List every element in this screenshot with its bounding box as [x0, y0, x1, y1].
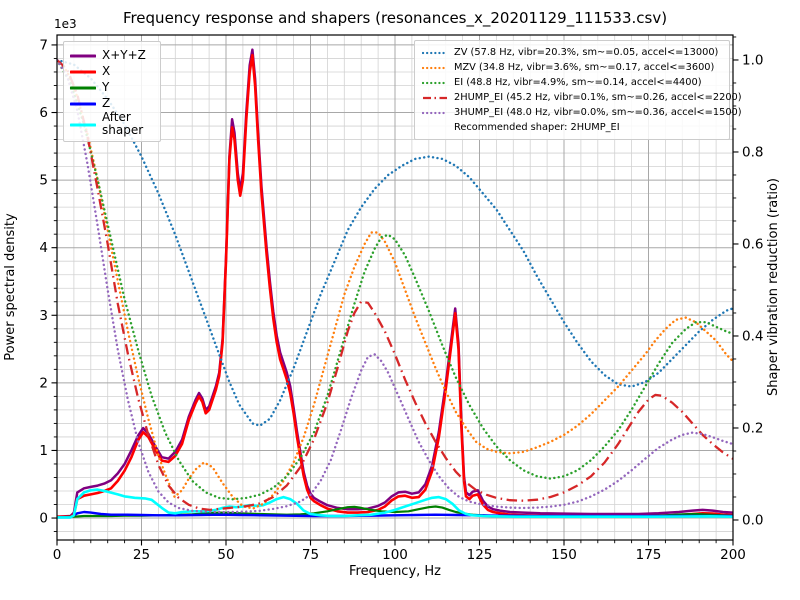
legend-line-swatch: [69, 66, 97, 76]
legend-item: X: [69, 63, 154, 79]
legend-line-swatch: [421, 48, 449, 58]
svg-text:0.4: 0.4: [742, 328, 763, 344]
legend-item-label: ZV (57.8 Hz, vibr=20.3%, sm~=0.05, accel…: [454, 47, 719, 58]
legend-item-label: MZV (34.8 Hz, vibr=3.6%, sm~=0.17, accel…: [454, 62, 715, 73]
legend-line-swatch: [69, 98, 97, 108]
svg-text:25: 25: [133, 547, 150, 563]
svg-text:3: 3: [39, 308, 48, 324]
legend-item: EI (48.8 Hz, vibr=4.9%, sm~=0.14, accel<…: [421, 75, 722, 90]
legend-line-swatch: [421, 78, 449, 88]
svg-text:75: 75: [302, 547, 319, 563]
legend-line-swatch: [69, 119, 97, 129]
legend-item-label: 3HUMP_EI (48.0 Hz, vibr=0.0%, sm~=0.36, …: [454, 107, 742, 118]
svg-text:175: 175: [636, 547, 662, 563]
svg-text:0: 0: [39, 511, 48, 527]
legend-note: Recommended shaper: 2HUMP_EI: [454, 122, 620, 133]
svg-text:0: 0: [53, 547, 62, 563]
legend-item: 3HUMP_EI (48.0 Hz, vibr=0.0%, sm~=0.36, …: [421, 105, 742, 120]
legend-item-label: X: [102, 63, 111, 78]
svg-text:0.2: 0.2: [742, 420, 763, 436]
svg-text:5: 5: [39, 173, 48, 189]
legend-item: Y: [69, 79, 154, 95]
legend-item: 2HUMP_EI (45.2 Hz, vibr=0.1%, sm~=0.26, …: [422, 90, 742, 105]
svg-text:1: 1: [39, 443, 48, 459]
svg-text:4: 4: [39, 240, 48, 256]
legend-item-label: After shaper: [102, 110, 144, 137]
legend-line-swatch: [69, 50, 97, 60]
svg-text:1.0: 1.0: [742, 52, 763, 68]
svg-text:7: 7: [39, 37, 48, 53]
legend-left: X+Y+Z X Y Z After shaper: [63, 41, 161, 143]
svg-text:100: 100: [382, 547, 408, 563]
legend-line-swatch: [421, 108, 449, 118]
legend-item: After shaper: [69, 110, 154, 137]
legend-item-label: 2HUMP_EI (45.2 Hz, vibr=0.1%, sm~=0.26, …: [454, 92, 742, 103]
chart-title: Frequency response and shapers (resonanc…: [122, 9, 668, 27]
legend-item-label: EI (48.8 Hz, vibr=4.9%, sm~=0.14, accel<…: [454, 77, 702, 88]
legend-line-swatch: [69, 82, 97, 92]
legend-line-swatch: [422, 93, 448, 103]
svg-text:50: 50: [217, 547, 234, 563]
y-axis-offset-label: 1e3: [54, 17, 77, 31]
legend-item: MZV (34.8 Hz, vibr=3.6%, sm~=0.17, accel…: [421, 60, 722, 75]
y-axis-label-left: Power spectral density: [3, 213, 18, 361]
legend-swatch-spacer: [422, 123, 448, 133]
svg-text:0.6: 0.6: [742, 236, 763, 252]
svg-text:200: 200: [720, 547, 746, 563]
legend-line-swatch: [421, 63, 449, 73]
legend-item-label: X+Y+Z: [102, 47, 146, 62]
svg-text:2: 2: [39, 375, 48, 391]
svg-text:6: 6: [39, 105, 48, 121]
legend-item: ZV (57.8 Hz, vibr=20.3%, sm~=0.05, accel…: [421, 45, 722, 60]
legend-item-label: Y: [102, 79, 110, 94]
legend-right: ZV (57.8 Hz, vibr=20.3%, sm~=0.05, accel…: [414, 40, 742, 140]
svg-text:0.8: 0.8: [742, 144, 763, 160]
legend-item: Z: [69, 95, 154, 111]
svg-text:125: 125: [467, 547, 493, 563]
legend-item-label: Z: [102, 95, 111, 110]
legend-recommendation: Recommended shaper: 2HUMP_EI: [422, 120, 722, 135]
legend-item: X+Y+Z: [69, 47, 154, 63]
svg-text:150: 150: [551, 547, 577, 563]
x-axis-label: Frequency, Hz: [348, 564, 442, 579]
svg-text:0.0: 0.0: [742, 512, 763, 528]
y-axis-label-right: Shaper vibration reduction (ratio): [766, 178, 781, 396]
